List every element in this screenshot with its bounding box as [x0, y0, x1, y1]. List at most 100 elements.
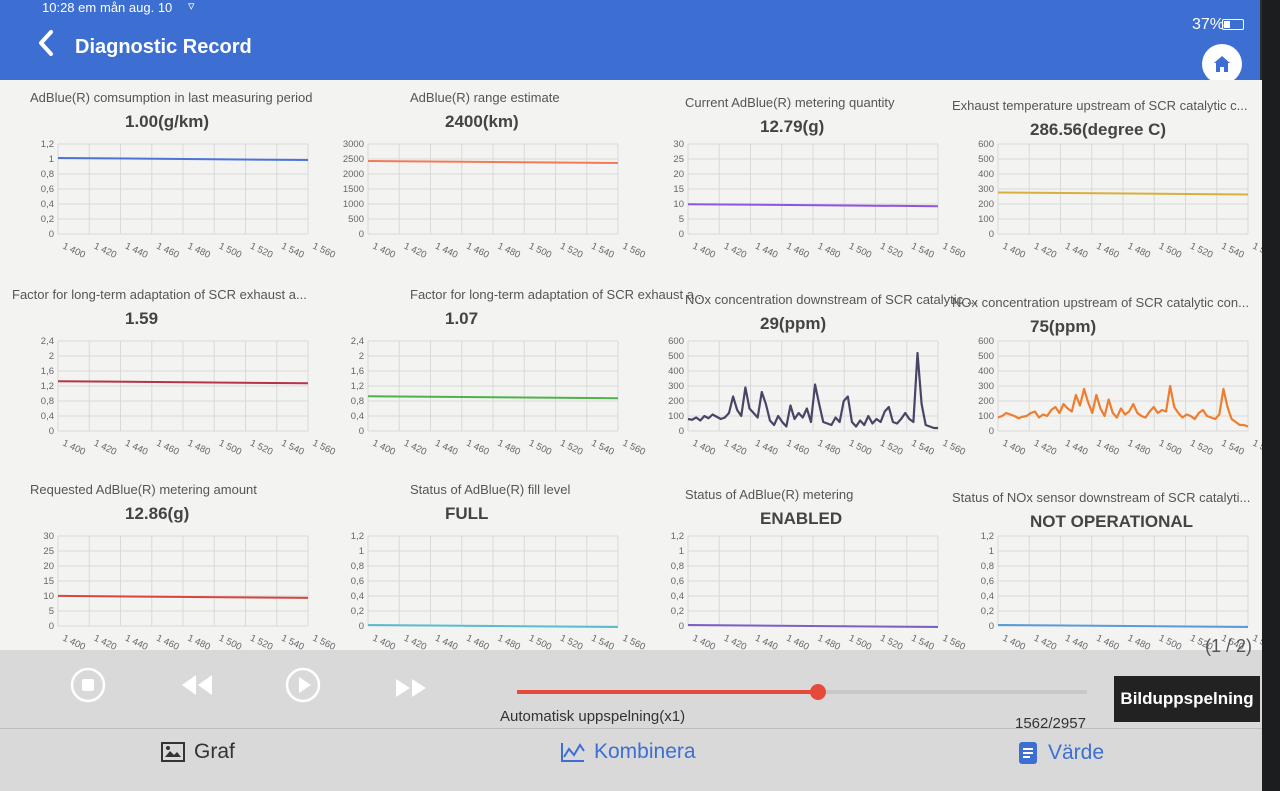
data-series-line — [57, 157, 309, 161]
back-button[interactable] — [36, 28, 56, 66]
graph-value: 29(ppm) — [760, 314, 827, 333]
y-tick-label: 20 — [43, 561, 54, 572]
x-tick-label: 1 560 — [1251, 633, 1262, 653]
graph-cell[interactable]: AdBlue(R) range estimate 2400(km) 3000 2500… — [340, 88, 647, 278]
x-tick-label: 1 560 — [941, 241, 967, 261]
x-tick-label: 1 540 — [279, 438, 305, 458]
rewind-icon — [182, 675, 212, 695]
x-tick-label: 1 520 — [1188, 438, 1214, 458]
rewind-button[interactable] — [180, 672, 214, 703]
y-tick-label: 0 — [679, 229, 684, 240]
y-tick-label: 0,8 — [981, 561, 994, 572]
tab-graf-label: Graf — [194, 740, 235, 763]
graph-value: 1.59 — [125, 309, 159, 328]
data-series-line — [997, 191, 1249, 196]
playback-mode[interactable]: Automatisk uppspelning(x1) — [500, 708, 686, 725]
y-tick-label: 0,4 — [981, 591, 994, 602]
graph-cell[interactable]: Exhaust temperature upstream of SCR cata… — [952, 88, 1262, 278]
x-tick-label: 1 500 — [1157, 241, 1183, 261]
y-tick-label: 0,2 — [41, 214, 54, 225]
x-tick-label: 1 500 — [1157, 438, 1183, 458]
graph-value: NOT OPERATIONAL — [1030, 512, 1194, 531]
y-tick-label: 0 — [359, 621, 364, 632]
stop-button[interactable] — [70, 667, 106, 708]
x-tick-label: 1 500 — [217, 241, 243, 261]
graph-cell[interactable]: NOx concentration downstream of SCR cata… — [660, 285, 977, 475]
y-tick-label: 0 — [359, 426, 364, 437]
graph-value: FULL — [445, 504, 489, 523]
y-tick-label: 200 — [978, 199, 994, 210]
y-tick-label: 15 — [43, 576, 54, 587]
x-tick-label: 1 420 — [402, 241, 428, 261]
y-tick-label: 0 — [679, 426, 684, 437]
status-date: mån aug. 10 — [100, 0, 173, 15]
tab-varde-label: Värde — [1048, 741, 1105, 764]
graph-cell[interactable]: Factor for long-term adaptation of SCR e… — [340, 285, 705, 475]
status-bar: 10:28 em mån aug. 10 ▿ — [0, 0, 1260, 24]
playback-slider[interactable] — [517, 684, 1087, 700]
graph-cell[interactable]: Status of NOx sensor downstream of SCR c… — [952, 480, 1262, 660]
document-icon — [1019, 742, 1037, 764]
graph-value: 1.00(g/km) — [125, 112, 210, 131]
x-tick-label: 1 560 — [311, 438, 337, 458]
tab-kombinera-label: Kombinera — [594, 740, 696, 763]
graph-value: 286.56(degree C) — [1030, 120, 1167, 139]
x-tick-label: 1 540 — [589, 438, 615, 458]
tab-varde[interactable]: Värde — [1016, 740, 1104, 766]
fast-forward-button[interactable] — [394, 677, 428, 704]
x-tick-label: 1 480 — [496, 438, 522, 458]
x-tick-label: 1 540 — [1219, 438, 1245, 458]
y-tick-label: 100 — [978, 411, 994, 422]
x-tick-label: 1 400 — [371, 241, 397, 261]
graph-value: ENABLED — [760, 509, 843, 528]
x-tick-label: 1 460 — [1094, 241, 1120, 261]
slider-handle[interactable] — [809, 684, 826, 700]
graph-cell[interactable]: Status of AdBlue(R) metering ENABLED 1,2 1 0… — [660, 480, 967, 660]
x-tick-label: 1 560 — [1251, 241, 1262, 261]
y-tick-label: 500 — [978, 351, 994, 362]
line-chart: 1,210,80,60,40,201 400 1 420 1 440 1 460 1 4… — [671, 531, 967, 653]
x-tick-label: 1 500 — [847, 241, 873, 261]
tab-kombinera[interactable]: Kombinera — [560, 740, 696, 764]
battery-level: 37% — [1192, 16, 1225, 33]
x-tick-label: 1 400 — [691, 241, 717, 261]
x-tick-label: 1 520 — [1188, 241, 1214, 261]
y-tick-label: 5 — [49, 606, 54, 617]
home-button[interactable] — [1202, 44, 1242, 84]
x-tick-label: 1 460 — [154, 438, 180, 458]
chevron-left-icon — [39, 30, 53, 56]
tab-graf[interactable]: Graf — [160, 740, 235, 764]
x-tick-label: 1 500 — [217, 438, 243, 458]
y-tick-label: 0 — [989, 426, 994, 437]
x-tick-label: 1 500 — [527, 241, 553, 261]
y-tick-label: 200 — [668, 396, 684, 407]
x-tick-label: 1 440 — [433, 241, 459, 261]
graph-cell[interactable]: AdBlue(R) comsumption in last measuring … — [30, 88, 337, 278]
play-button[interactable] — [285, 667, 321, 708]
data-series-line — [687, 203, 939, 208]
graph-cell[interactable]: NOx concentration upstream of SCR cataly… — [952, 285, 1262, 475]
y-tick-label: 5 — [679, 214, 684, 225]
fast-forward-icon — [396, 679, 426, 697]
x-tick-label: 1 520 — [878, 438, 904, 458]
y-tick-label: 1,2 — [981, 531, 994, 542]
data-series-line — [997, 624, 1249, 628]
y-tick-label: 600 — [978, 336, 994, 347]
graph-cell[interactable]: Requested AdBlue(R) metering amount 12.86… — [30, 480, 337, 660]
x-tick-label: 1 420 — [92, 241, 118, 261]
graph-title: NOx concentration downstream of SCR cata… — [685, 292, 978, 307]
y-tick-label: 400 — [978, 169, 994, 180]
x-tick-label: 1 500 — [847, 438, 873, 458]
line-chart: 2,421,61,20,80,401 400 1 420 1 440 1 460 1 4… — [41, 336, 337, 458]
x-tick-label: 1 480 — [186, 241, 212, 261]
graph-cell[interactable]: Factor for long-term adaptation of SCR e… — [12, 285, 337, 475]
graph-cell[interactable]: Status of AdBlue(R) fill level FULL 1,2 1 0,… — [340, 480, 647, 660]
data-series-line — [687, 351, 938, 430]
graph-value: 12.79(g) — [760, 117, 825, 136]
page-playback-button[interactable]: Bilduppspelning — [1114, 676, 1260, 722]
x-tick-label: 1 520 — [248, 438, 274, 458]
y-tick-label: 0,4 — [41, 411, 54, 422]
y-tick-label: 3000 — [343, 139, 364, 150]
graph-cell[interactable]: Current AdBlue(R) metering quantity 12.79… — [660, 88, 967, 278]
stop-icon — [70, 667, 106, 703]
